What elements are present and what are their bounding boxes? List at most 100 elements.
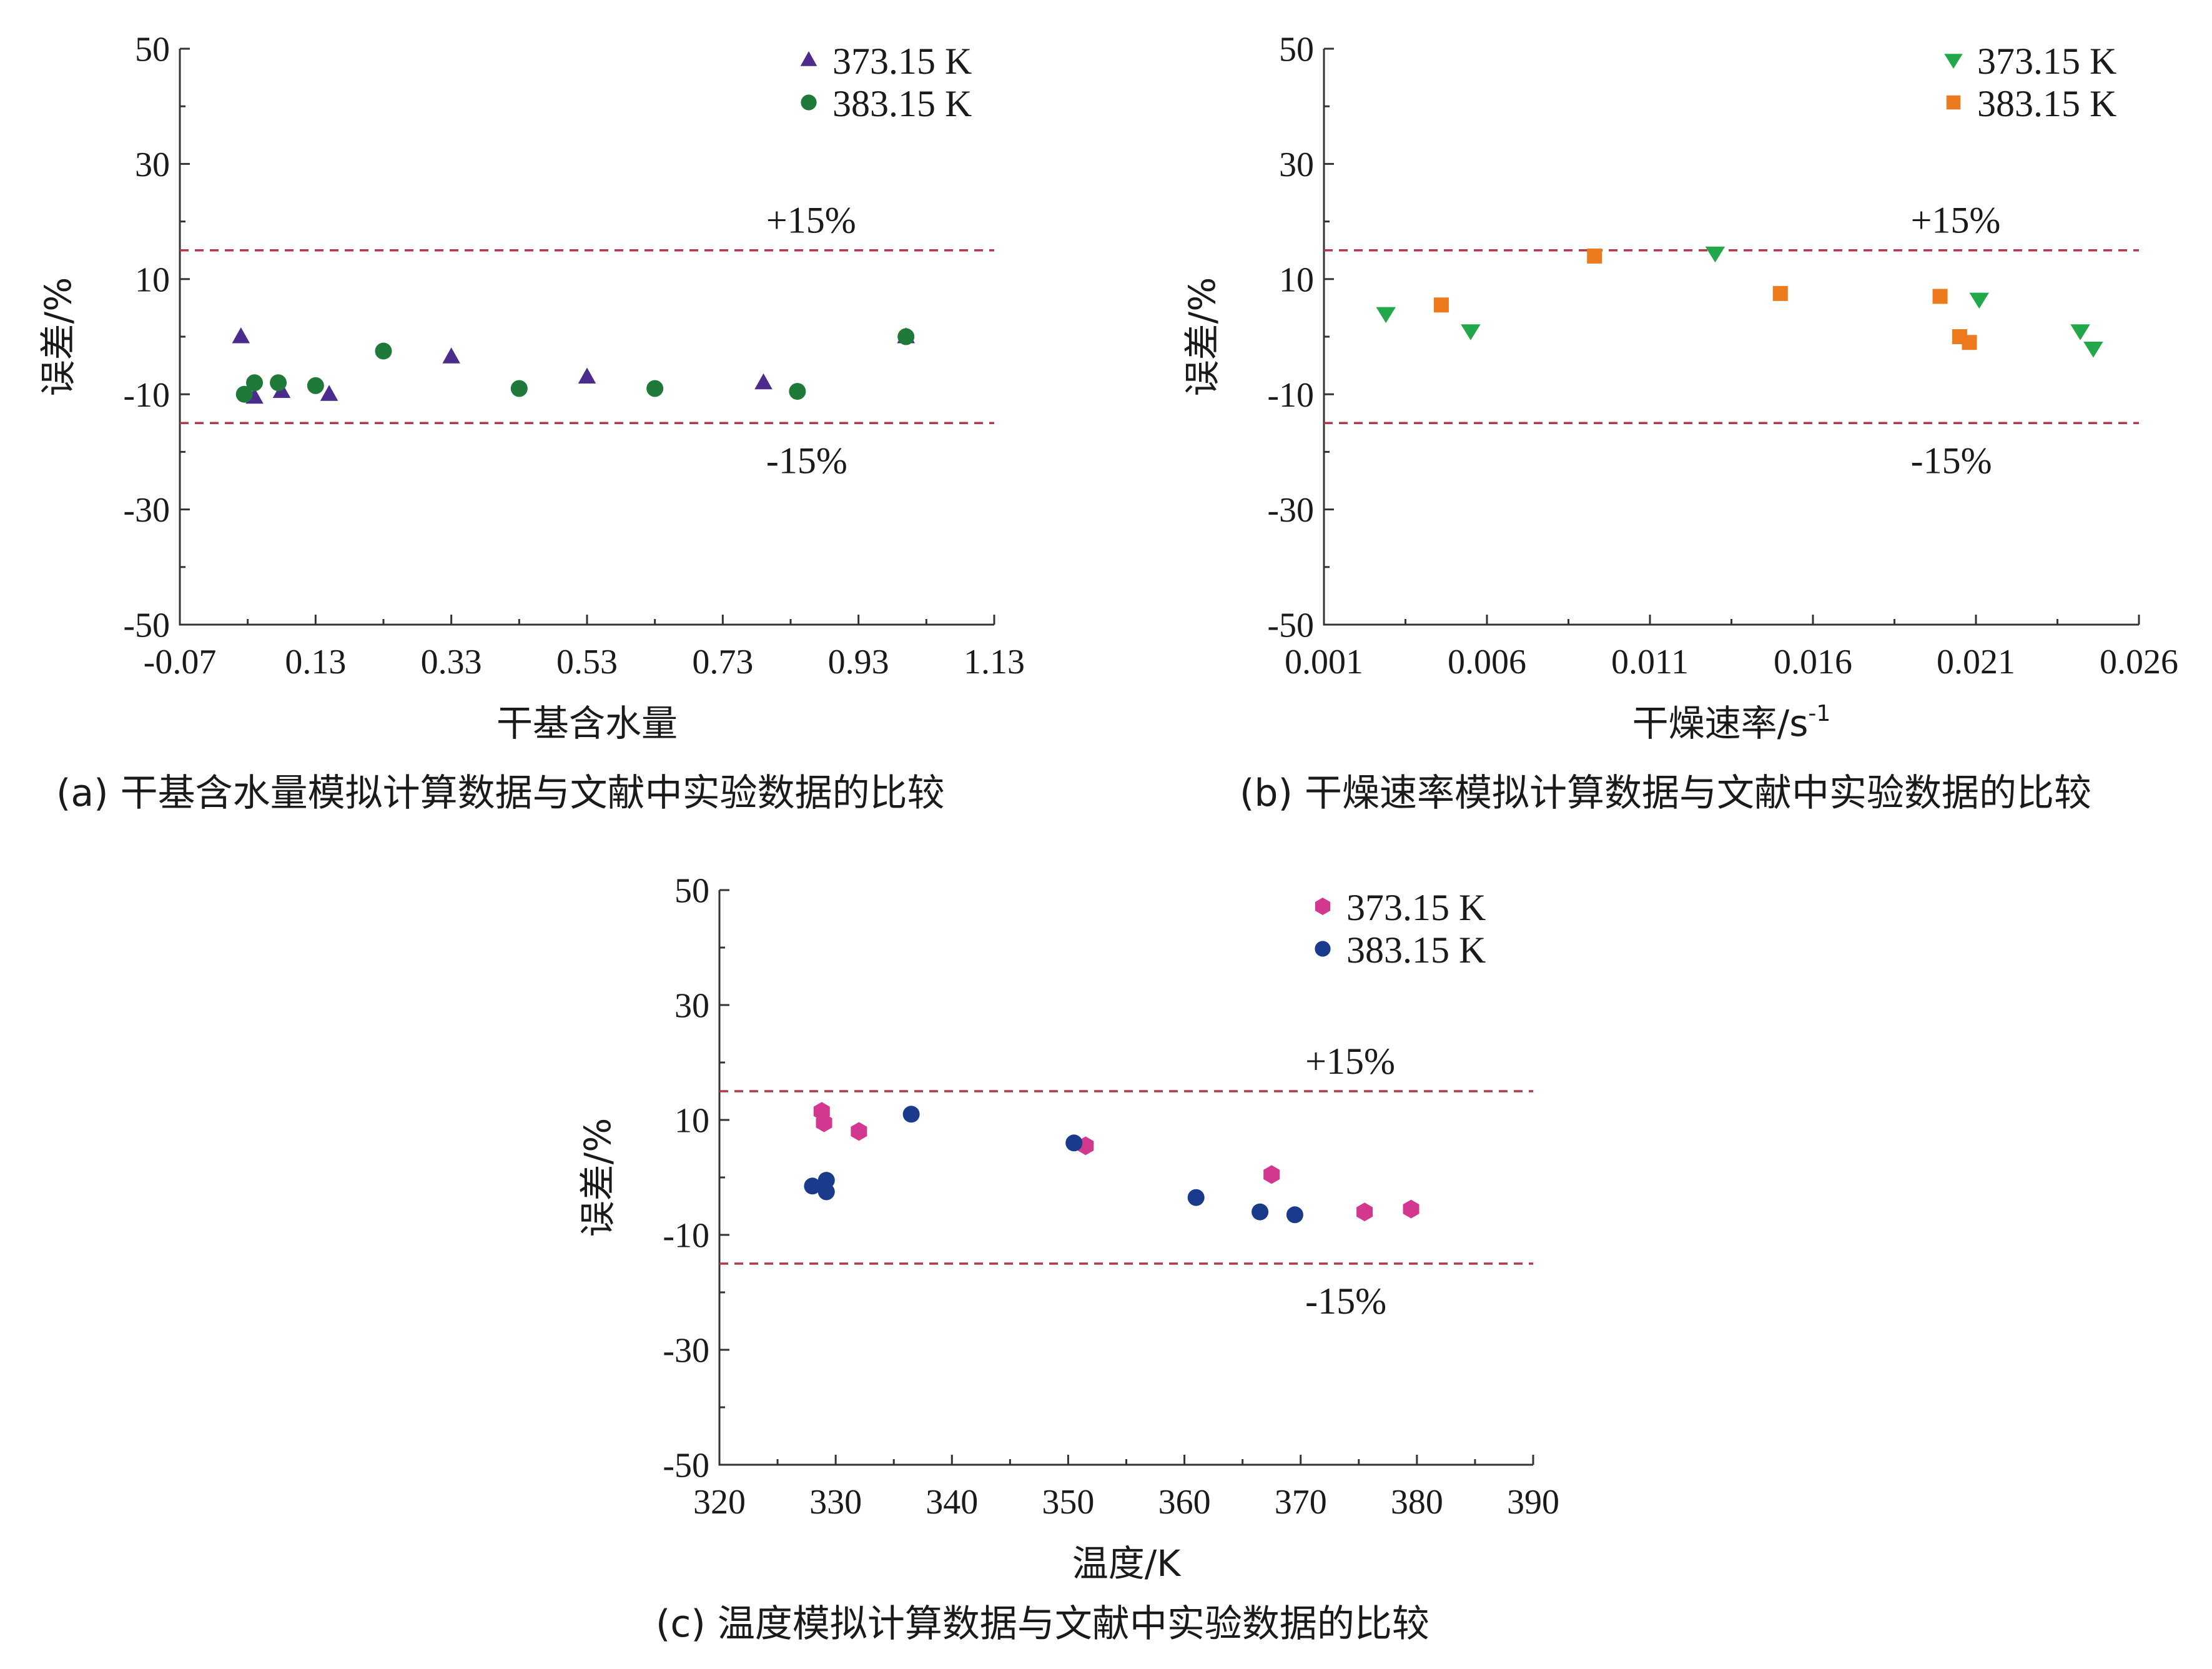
data-point <box>232 327 250 344</box>
y-axis-label: 误差/% <box>1181 277 1223 397</box>
data-point <box>1587 248 1602 264</box>
y-tick-label: -50 <box>663 1447 709 1485</box>
data-point <box>1969 292 1989 309</box>
x-tick-label: 380 <box>1391 1483 1443 1522</box>
y-tick-label: 50 <box>135 31 170 69</box>
x-tick-label: 360 <box>1158 1483 1211 1522</box>
y-tick-label: 30 <box>1279 146 1314 184</box>
data-point <box>646 380 664 397</box>
x-tick-label: 0.001 <box>1285 643 1363 681</box>
x-tick-label: 0.33 <box>421 643 482 681</box>
legend-marker <box>1315 941 1331 957</box>
legend-label: 373.15 K <box>832 41 972 82</box>
x-tick-label: 320 <box>693 1483 746 1522</box>
legend-marker <box>1944 54 1963 69</box>
x-tick-label: 0.021 <box>1937 643 2015 681</box>
y-tick-label: 30 <box>135 146 170 184</box>
x-tick-label: 0.93 <box>828 643 889 681</box>
data-point <box>1461 324 1481 340</box>
reference-line-label: -15% <box>766 440 847 481</box>
x-tick-label: 0.73 <box>692 643 753 681</box>
reference-line-label: -15% <box>1911 440 1992 481</box>
x-tick-label: 1.13 <box>964 643 1025 681</box>
panel-caption: (c) 温度模拟计算数据与文献中实验数据的比较 <box>656 1602 1429 1646</box>
y-tick-label: 10 <box>135 260 170 299</box>
x-tick-label: 0.011 <box>1611 643 1689 681</box>
y-tick-label: -30 <box>663 1332 709 1370</box>
data-point <box>1705 246 1726 263</box>
y-axis-label: 误差/% <box>37 277 79 397</box>
data-point <box>804 1177 821 1195</box>
panel-a: 50 30 10 -10 -30 -50-0.07 0.13 0.33 0.53 0.73 0.93… <box>37 31 1025 815</box>
x-tick-label: 390 <box>1507 1483 1559 1522</box>
x-tick-label: -0.07 <box>144 643 217 681</box>
data-point <box>754 373 773 390</box>
x-tick-label: 0.016 <box>1774 643 1852 681</box>
data-point <box>1356 1202 1373 1222</box>
legend-marker <box>1315 898 1331 915</box>
x-tick-label: 0.006 <box>1448 643 1526 681</box>
reference-line-label: +15% <box>1911 200 2001 241</box>
legend-label: 373.15 K <box>1977 41 2116 82</box>
y-tick-label: -50 <box>1267 607 1314 645</box>
data-point <box>307 377 324 394</box>
y-tick-label: 10 <box>674 1102 709 1141</box>
y-tick-label: 50 <box>674 872 709 911</box>
data-point <box>897 328 915 345</box>
legend-label: 383.15 K <box>1977 83 2116 124</box>
reference-line-label: +15% <box>766 200 856 241</box>
reference-line-label: -15% <box>1305 1280 1386 1322</box>
data-point <box>270 374 287 392</box>
x-tick-label: 370 <box>1275 1483 1327 1522</box>
data-point <box>851 1122 867 1141</box>
data-point <box>1263 1165 1280 1184</box>
reference-line-label: +15% <box>1305 1041 1395 1082</box>
data-point <box>1403 1199 1420 1219</box>
y-axis-label: 误差/% <box>576 1118 619 1237</box>
data-point <box>789 383 806 400</box>
data-point <box>1376 307 1396 324</box>
data-point <box>375 342 392 360</box>
y-tick-label: -10 <box>663 1217 709 1255</box>
data-point <box>817 1183 835 1201</box>
legend-marker <box>801 94 817 111</box>
y-tick-label: 50 <box>1279 31 1314 69</box>
data-point <box>816 1113 832 1132</box>
y-tick-label: -10 <box>1267 376 1314 415</box>
data-point <box>2083 341 2103 358</box>
panel-caption: (b) 干燥速率模拟计算数据与文献中实验数据的比较 <box>1240 771 2091 815</box>
x-tick-label: 350 <box>1042 1483 1094 1522</box>
panel-caption: (a) 干基含水量模拟计算数据与文献中实验数据的比较 <box>56 771 945 815</box>
x-axis-label: 温度/K <box>1072 1542 1182 1585</box>
data-point <box>235 385 253 403</box>
y-tick-label: -30 <box>1267 491 1314 530</box>
x-tick-label: 340 <box>926 1483 978 1522</box>
legend-marker <box>1946 95 1961 110</box>
legend-label: 373.15 K <box>1346 887 1486 928</box>
axes-frame <box>1323 49 2139 626</box>
data-point <box>1286 1206 1303 1224</box>
legend-label: 383.15 K <box>832 83 972 124</box>
axes-frame <box>718 890 1533 1466</box>
data-point <box>578 367 596 384</box>
data-point <box>1772 285 1788 301</box>
x-axis-label: 干燥速率/s-1 <box>1632 701 1831 745</box>
data-point <box>442 347 460 364</box>
legend-label: 383.15 K <box>1346 929 1486 971</box>
x-tick-label: 330 <box>809 1483 862 1522</box>
data-point <box>1433 297 1449 313</box>
axes-frame <box>179 49 994 626</box>
x-tick-label: 0.53 <box>556 643 618 681</box>
y-tick-label: 30 <box>674 987 709 1026</box>
legend-marker <box>800 51 817 66</box>
panel-b: 50 30 10 -10 -30 -500.001 0.006 0.011 0.016 0.021… <box>1181 31 2178 815</box>
y-tick-label: 10 <box>1279 260 1314 299</box>
x-tick-label: 0.026 <box>2100 643 2178 681</box>
data-point <box>1252 1203 1269 1221</box>
data-point <box>1962 335 1977 350</box>
y-tick-label: -10 <box>123 376 170 415</box>
data-point <box>320 385 338 401</box>
y-tick-label: -50 <box>123 607 170 645</box>
